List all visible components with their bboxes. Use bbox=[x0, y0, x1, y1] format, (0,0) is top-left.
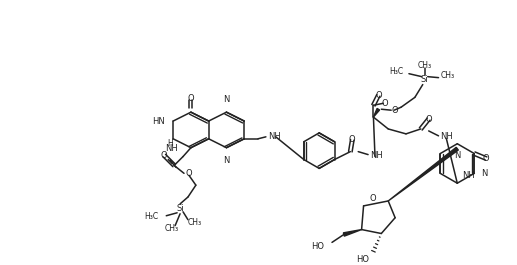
Text: O: O bbox=[188, 94, 194, 103]
Text: O: O bbox=[391, 106, 398, 115]
Text: CH₃: CH₃ bbox=[165, 224, 179, 233]
Text: O: O bbox=[382, 99, 389, 108]
Text: O: O bbox=[483, 154, 490, 163]
Text: O: O bbox=[425, 114, 432, 123]
Text: H₃C: H₃C bbox=[144, 212, 158, 221]
Text: Si: Si bbox=[421, 75, 429, 84]
Text: NH: NH bbox=[370, 151, 383, 160]
Text: CH₃: CH₃ bbox=[440, 71, 454, 80]
Text: HO: HO bbox=[357, 255, 370, 264]
Text: CH₃: CH₃ bbox=[418, 61, 432, 70]
Text: H: H bbox=[168, 139, 173, 148]
Text: N: N bbox=[454, 151, 461, 160]
Text: N: N bbox=[223, 156, 230, 165]
Text: Si: Si bbox=[176, 204, 184, 213]
Text: O: O bbox=[186, 169, 193, 178]
Text: HO: HO bbox=[311, 242, 324, 251]
Text: NH: NH bbox=[462, 171, 475, 180]
Text: CH₃: CH₃ bbox=[188, 218, 202, 227]
Text: O: O bbox=[370, 194, 376, 203]
Text: N: N bbox=[481, 169, 488, 178]
Polygon shape bbox=[343, 229, 361, 236]
Text: N: N bbox=[223, 95, 230, 104]
Text: O: O bbox=[349, 135, 356, 144]
Text: HN: HN bbox=[153, 117, 165, 126]
Text: O: O bbox=[161, 151, 168, 160]
Text: O: O bbox=[375, 91, 382, 100]
Polygon shape bbox=[388, 147, 459, 201]
Text: H₃C: H₃C bbox=[389, 67, 403, 76]
Text: NH: NH bbox=[440, 132, 453, 141]
Text: NH: NH bbox=[165, 144, 177, 153]
Text: NH: NH bbox=[268, 132, 281, 141]
Polygon shape bbox=[373, 108, 379, 117]
